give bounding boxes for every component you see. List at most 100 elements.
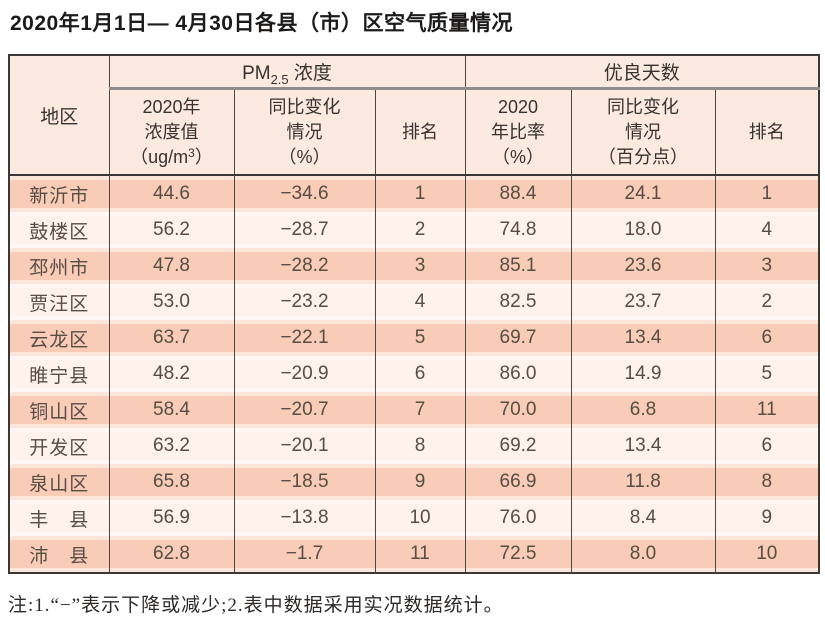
pm25-suffix: 浓度 — [288, 63, 332, 84]
good-rate-cell: 70.0 — [464, 392, 572, 428]
pm-value-unit: （ug/m3） — [110, 145, 234, 170]
good-rate-cell: 69.2 — [464, 428, 572, 464]
column-header-good-change: 同比变化 情况 （百分点） — [570, 88, 716, 176]
region-cell: 贾汪区 — [8, 284, 109, 320]
page-title: 2020年1月1日— 4月30日各县（市）区空气质量情况 — [10, 12, 513, 35]
region-cell: 云龙区 — [8, 320, 109, 356]
pm25-prefix: PM — [242, 63, 271, 84]
pm-change-cell: −20.9 — [233, 356, 375, 392]
good-change-cell: 24.1 — [570, 175, 716, 212]
good-rank-cell: 1 — [714, 175, 820, 212]
table-row: 邳州市 47.8 −28.2 3 85.1 23.6 3 — [8, 248, 820, 284]
region-cell: 泉山区 — [8, 464, 109, 500]
pm-value-unit-post: ） — [194, 146, 213, 167]
good-change-line3: （百分点） — [598, 146, 689, 167]
region-cell: 丰 县 — [8, 500, 109, 536]
good-change-cell: 23.7 — [570, 284, 716, 320]
good-rank-cell: 11 — [714, 392, 820, 428]
pm-change-cell: −23.2 — [233, 284, 375, 320]
region-cell: 开发区 — [8, 428, 109, 464]
good-rate-cell: 74.8 — [464, 212, 572, 248]
good-rate-cell: 66.9 — [464, 464, 572, 500]
pm-change-cell: −13.8 — [233, 500, 375, 536]
pm-value-cell: 47.8 — [108, 248, 234, 284]
pm-value-cell: 63.2 — [108, 428, 234, 464]
good-rate-line1: 2020 — [497, 96, 539, 117]
good-change-cell: 14.9 — [570, 356, 716, 392]
column-header-region: 地区 — [8, 55, 109, 176]
good-change-line1: 同比变化 — [607, 96, 680, 117]
table-row: 鼓楼区 56.2 −28.7 2 74.8 18.0 4 — [8, 212, 820, 248]
good-change-cell: 18.0 — [570, 212, 716, 248]
good-rate-line2: 年比率 — [491, 121, 546, 142]
pm-value-cell: 65.8 — [108, 464, 234, 500]
pm-change-cell: −20.7 — [233, 392, 375, 428]
pm-rank-cell: 5 — [374, 320, 466, 356]
good-rate-cell: 88.4 — [464, 175, 572, 212]
good-rate-cell: 82.5 — [464, 284, 572, 320]
region-cell: 鼓楼区 — [8, 212, 109, 248]
pm-value-cell: 63.7 — [108, 320, 234, 356]
table-header: 地区 PM2.5 浓度 优良天数 2020年 浓度值 （ug/m3） 同比变化 … — [8, 55, 820, 176]
good-rank-cell: 3 — [714, 248, 820, 284]
region-cell: 邳州市 — [8, 248, 109, 284]
pm-value-cell: 44.6 — [108, 175, 234, 212]
table-row: 云龙区 63.7 −22.1 5 69.7 13.4 6 — [8, 320, 820, 356]
pm-change-cell: −28.2 — [233, 248, 375, 284]
sub-header-row: 2020年 浓度值 （ug/m3） 同比变化 情况 （%） 排名 2020 年比… — [9, 88, 820, 176]
good-change-cell: 6.8 — [570, 392, 716, 428]
pm-value-line1: 2020年 — [142, 96, 201, 117]
pm-rank-cell: 7 — [374, 392, 466, 428]
pm-rank-cell: 10 — [374, 500, 466, 536]
pm-change-cell: −28.7 — [233, 212, 375, 248]
pm-rank-cell: 1 — [374, 175, 466, 212]
good-change-cell: 8.0 — [570, 536, 716, 573]
pm-value-cell: 62.8 — [108, 536, 234, 573]
pm-value-cell: 48.2 — [108, 356, 234, 392]
table-row: 贾汪区 53.0 −23.2 4 82.5 23.7 2 — [8, 284, 820, 320]
pm-rank-cell: 2 — [374, 212, 466, 248]
table-row: 新沂市 44.6 −34.6 1 88.4 24.1 1 — [8, 175, 820, 212]
good-rate-cell: 69.7 — [464, 320, 572, 356]
column-header-pm-value: 2020年 浓度值 （ug/m3） — [108, 88, 234, 176]
pm-value-cell: 58.4 — [108, 392, 234, 428]
good-rate-cell: 76.0 — [464, 500, 572, 536]
good-rank-cell: 6 — [714, 320, 820, 356]
good-rate-cell: 86.0 — [464, 356, 572, 392]
pm-change-line1: 同比变化 — [268, 96, 341, 117]
pm25-subscript: 2.5 — [270, 72, 289, 87]
region-cell: 铜山区 — [8, 392, 109, 428]
table-row: 丰 县 56.9 −13.8 10 76.0 8.4 9 — [8, 500, 820, 536]
good-change-cell: 23.6 — [570, 248, 716, 284]
good-rank-cell: 2 — [714, 284, 820, 320]
good-change-cell: 11.8 — [570, 464, 716, 500]
pm-change-line2: 情况 — [286, 121, 323, 142]
pm-rank-cell: 9 — [374, 464, 466, 500]
good-rank-cell: 9 — [714, 500, 820, 536]
pm-change-cell: −18.5 — [233, 464, 375, 500]
group-header-good-days: 优良天数 — [464, 55, 820, 90]
pm-value-unit-sup: 3 — [188, 145, 195, 160]
table-row: 沛 县 62.8 −1.7 11 72.5 8.0 10 — [8, 536, 820, 573]
group-header-pm25: PM2.5 浓度 — [108, 55, 466, 90]
good-rank-cell: 10 — [714, 536, 820, 573]
pm-change-line3: （%） — [278, 146, 331, 167]
good-rank-cell: 5 — [714, 356, 820, 392]
good-change-line2: 情况 — [625, 121, 662, 142]
pm-change-cell: −1.7 — [233, 536, 375, 573]
pm-value-cell: 53.0 — [108, 284, 234, 320]
column-header-good-rate: 2020 年比率 （%） — [464, 88, 572, 176]
column-header-good-rank: 排名 — [714, 88, 820, 176]
pm-rank-cell: 11 — [374, 536, 466, 573]
pm-change-cell: −22.1 — [233, 320, 375, 356]
table-row: 泉山区 65.8 −18.5 9 66.9 11.8 8 — [8, 464, 820, 500]
pm-value-line2: 浓度值 — [144, 121, 199, 142]
good-rank-cell: 8 — [714, 464, 820, 500]
group-header-row: 地区 PM2.5 浓度 优良天数 — [8, 55, 820, 176]
good-change-cell: 13.4 — [570, 428, 716, 464]
pm-value-unit-pre: （ug/m — [130, 146, 189, 167]
good-rate-cell: 85.1 — [464, 248, 572, 284]
air-quality-table: 地区 PM2.5 浓度 优良天数 2020年 浓度值 （ug/m3） 同比变化 … — [8, 54, 821, 574]
footnote: 注:1.“−”表示下降或减少;2.表中数据采用实况数据统计。 — [8, 595, 504, 616]
